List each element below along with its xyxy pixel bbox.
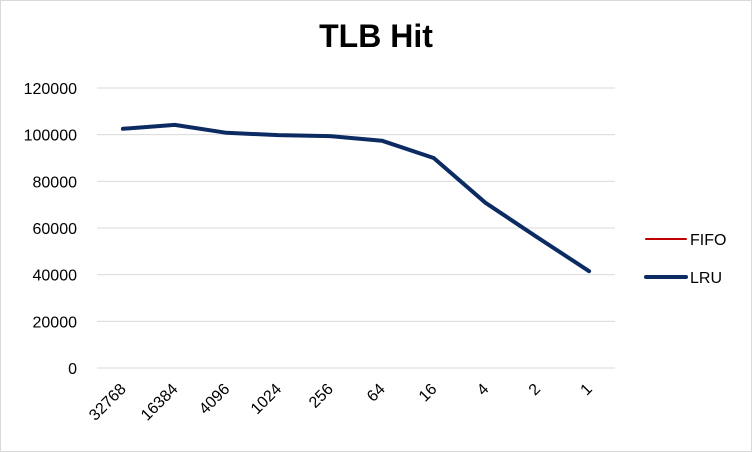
x-tick-label: 64	[364, 381, 389, 406]
y-tick-label: 100000	[24, 128, 77, 145]
x-tick-label: 4	[474, 381, 492, 399]
legend: FIFO LRU	[644, 232, 726, 287]
y-tick-label: 0	[68, 361, 77, 378]
legend-label-fifo: FIFO	[690, 232, 726, 249]
chart-title: TLB Hit	[319, 18, 433, 54]
y-tick-label: 20000	[33, 314, 78, 331]
gridlines	[97, 87, 615, 369]
series-lines	[120, 122, 592, 274]
legend-label-lru: LRU	[690, 270, 722, 287]
x-axis-tick-labels: 32768 16384 4096 1024 256 64 16 4 2 1	[86, 381, 596, 425]
x-tick-label: 16	[416, 381, 441, 406]
x-tick-label: 16384	[138, 381, 182, 425]
series-line-lru	[120, 122, 592, 274]
y-axis-tick-labels: 0 20000 40000 60000 80000 100000 120000	[24, 81, 77, 378]
x-tick-label: 4096	[196, 381, 233, 418]
x-tick-label: 2	[526, 381, 544, 399]
x-tick-label: 32768	[86, 381, 130, 425]
series-line-fifo	[121, 123, 591, 273]
y-tick-label: 60000	[33, 221, 78, 238]
y-tick-label: 40000	[33, 268, 78, 285]
x-tick-label: 256	[306, 381, 337, 412]
y-tick-label: 120000	[24, 81, 77, 98]
y-tick-label: 80000	[33, 174, 78, 191]
x-tick-label: 1	[578, 381, 596, 399]
x-tick-label: 1024	[248, 381, 285, 418]
